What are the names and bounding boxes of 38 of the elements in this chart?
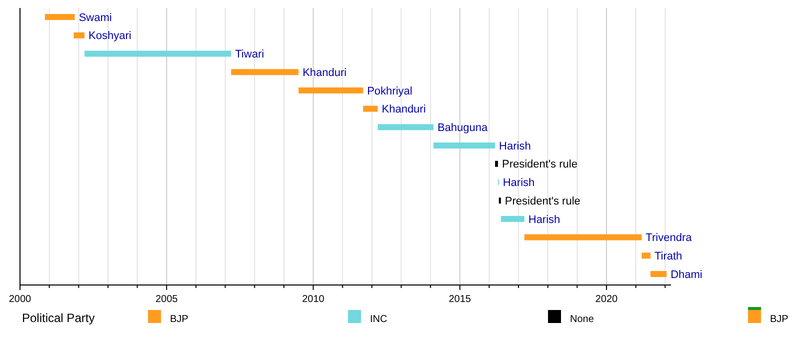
bar (524, 234, 642, 240)
x-tick-label: 2015 (448, 294, 472, 305)
y-tick-label: Tirath (654, 250, 682, 262)
bar (433, 142, 496, 148)
bar (298, 87, 364, 94)
x-tick-label: 2000 (8, 294, 32, 305)
legend-label: None (570, 314, 594, 325)
y-tick-label: President's rule (502, 158, 578, 171)
y-tick-label: Harish (528, 214, 560, 226)
legend-title: Political Party (22, 311, 95, 325)
bar (231, 69, 299, 76)
x-tick-label: 2005 (155, 294, 178, 305)
y-tick-label: Swami (78, 12, 112, 24)
y-tick-label: Harish (502, 177, 535, 190)
y-tick-label: Khanduri (382, 104, 426, 116)
legend-label: BJP (170, 314, 189, 325)
y-tick-label: Pokhriyal (367, 85, 412, 98)
y-tick-label: Harish (499, 140, 531, 152)
bar (378, 124, 434, 130)
legend-label: BJP (770, 314, 789, 325)
x-tick-label: 2010 (302, 294, 325, 305)
x-tick-label: 2020 (595, 294, 618, 305)
y-tick-label: Tiwari (235, 48, 264, 61)
bar (74, 32, 85, 38)
bar (495, 160, 498, 167)
y-tick-label: Dhami (670, 268, 702, 281)
bar (650, 271, 667, 277)
bar (500, 216, 524, 222)
y-tick-label: Koshyari (88, 30, 132, 42)
legend-label: INC (370, 314, 388, 325)
y-tick-label: Bahuguna (437, 122, 489, 134)
bar (642, 252, 650, 259)
bar (44, 14, 75, 20)
y-tick-label: Trivendra (646, 232, 693, 244)
bar (363, 106, 378, 112)
y-tick-label: President's rule (504, 195, 580, 208)
bar (84, 50, 232, 57)
y-tick-label: Khanduri (302, 66, 347, 79)
